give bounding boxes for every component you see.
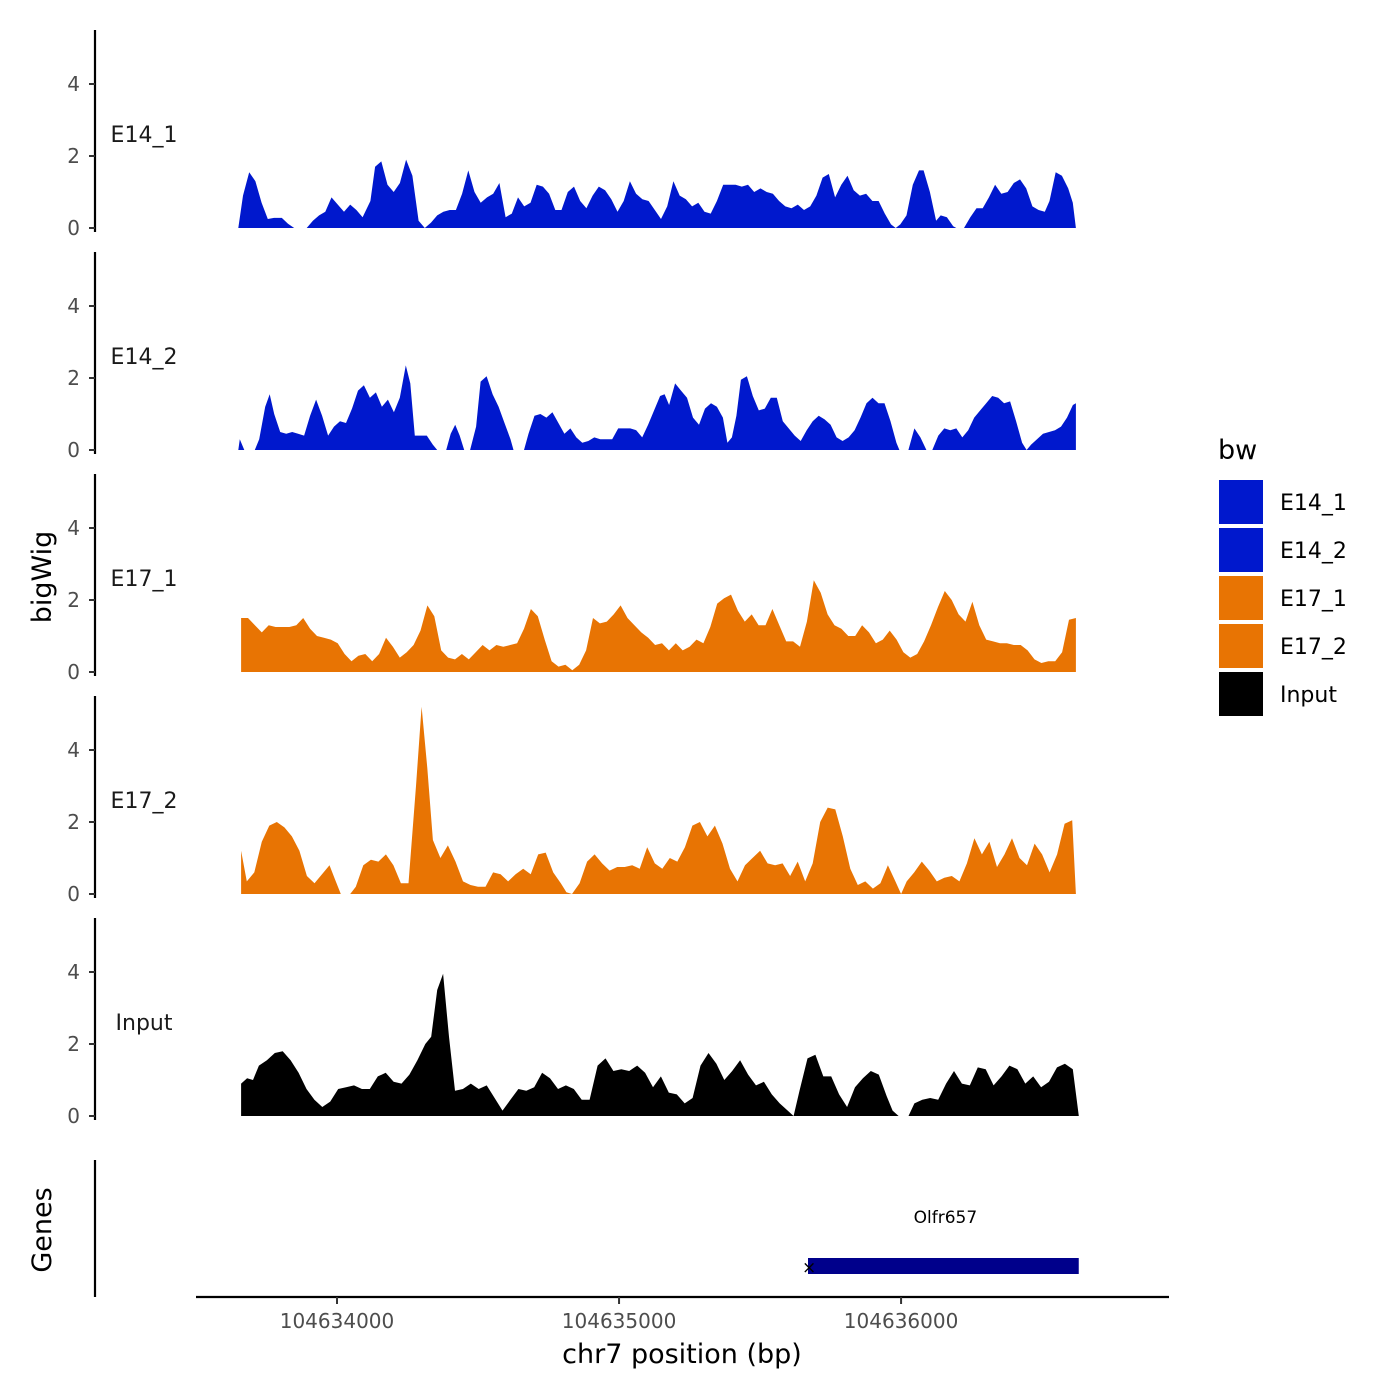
track-e17_2: 0 2 4 E17_2 xyxy=(67,696,1076,906)
gene-strand-marker: × xyxy=(802,1258,816,1278)
track-label: E17_1 xyxy=(111,567,178,592)
y-tick-label: 2 xyxy=(67,144,80,168)
legend: bw E14_1 E14_2 E17_1 E17_2 Input xyxy=(1218,435,1347,716)
track-area-e14_1 xyxy=(238,159,1076,228)
y-tick-label: 4 xyxy=(67,294,80,318)
track-e17_1: 0 2 4 E17_1 xyxy=(67,474,1076,684)
track-area-input xyxy=(241,973,1079,1116)
y-tick-label: 0 xyxy=(67,660,80,684)
legend-label-e17_2: E17_2 xyxy=(1280,635,1347,660)
y-tick-label: 4 xyxy=(67,738,80,762)
track-label: Input xyxy=(116,1011,173,1036)
gene-body xyxy=(808,1258,1079,1274)
y-tick-label: 2 xyxy=(67,366,80,390)
track-e14_2: 0 2 4 E14_2 xyxy=(67,252,1076,462)
y-tick-label: 0 xyxy=(67,438,80,462)
genes-title: Genes xyxy=(27,1187,58,1272)
legend-swatch-e14_1 xyxy=(1219,480,1263,524)
legend-swatch-input xyxy=(1219,672,1263,716)
y-tick-label: 2 xyxy=(67,1032,80,1056)
track-area-e14_2 xyxy=(238,365,1076,450)
track-area-e17_1 xyxy=(241,580,1076,672)
track-area-e17_2 xyxy=(241,706,1076,894)
tracks-layer: 0 2 4 E14_1 0 2 4 E14_2 0 2 4 E17_1 0 2 4 E17_2 0 2 4 Input xyxy=(67,30,1079,1128)
legend-label-e14_1: E14_1 xyxy=(1280,491,1347,516)
y-tick-label: 2 xyxy=(67,810,80,834)
legend-label-e17_1: E17_1 xyxy=(1280,587,1347,612)
track-label: E14_2 xyxy=(111,345,178,370)
y-tick-label: 4 xyxy=(67,516,80,540)
y-tick-label: 2 xyxy=(67,588,80,612)
legend-swatch-e14_2 xyxy=(1219,528,1263,572)
x-axis: 104634000 104635000 104636000 xyxy=(196,1295,1169,1333)
legend-label-e14_2: E14_2 xyxy=(1280,539,1347,564)
gene-label: Olfr657 xyxy=(914,1208,978,1228)
x-tick-label: 104636000 xyxy=(844,1309,959,1333)
legend-title: bw xyxy=(1218,435,1257,466)
legend-label-input: Input xyxy=(1280,683,1337,708)
y-tick-label: 0 xyxy=(67,1104,80,1128)
y-tick-label: 4 xyxy=(67,72,80,96)
genes-panel: × Olfr657 xyxy=(93,1160,1079,1297)
track-e14_1: 0 2 4 E14_1 xyxy=(67,30,1076,240)
y-tick-label: 0 xyxy=(67,216,80,240)
track-label: E17_2 xyxy=(111,789,178,814)
legend-swatch-e17_2 xyxy=(1219,624,1263,668)
y-axis-title: bigWig xyxy=(27,531,58,624)
track-input: 0 2 4 Input xyxy=(67,918,1079,1128)
x-tick-label: 104634000 xyxy=(280,1309,395,1333)
x-tick-label: 104635000 xyxy=(562,1309,677,1333)
x-axis-title: chr7 position (bp) xyxy=(562,1339,802,1370)
y-tick-label: 4 xyxy=(67,960,80,984)
track-label: E14_1 xyxy=(111,123,178,148)
legend-swatch-e17_1 xyxy=(1219,576,1263,620)
y-tick-label: 0 xyxy=(67,882,80,906)
